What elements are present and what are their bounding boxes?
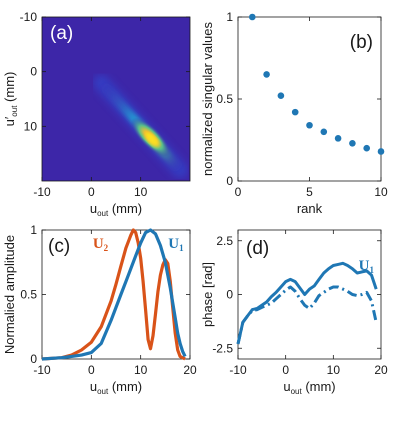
x-tick-label: 20: [183, 363, 197, 377]
panel-d-axes: -10 0 10 20 -2.5 0 2.5: [212, 229, 388, 377]
series-line-u1: [41, 228, 187, 361]
singular-value-point: [334, 135, 342, 142]
y-tick-label: 2.5: [216, 234, 233, 248]
y-tick-label: 0.5: [216, 92, 233, 106]
phase-line-u1: [236, 261, 378, 345]
singular-value-point: [277, 92, 285, 100]
singular-value-point: [306, 121, 313, 129]
panel-label-b: (b): [350, 32, 373, 53]
x-tick-label: -10: [33, 185, 51, 199]
x-tick-label: 5: [306, 185, 313, 199]
y-tick-label: -10: [20, 10, 38, 24]
x-tick-label: -10: [229, 363, 247, 377]
x-tick-label: 10: [327, 363, 341, 377]
y-axis-label: u′out (mm): [2, 72, 19, 127]
panel-label-a: (a): [50, 23, 73, 44]
y-tick-label: 0: [30, 65, 37, 79]
y-tick-label: 1: [226, 10, 233, 24]
singular-value-point: [249, 13, 256, 21]
x-tick-label: 0: [88, 185, 95, 199]
y-tick-label: 1: [30, 223, 37, 237]
y-tick-label: 10: [24, 119, 38, 133]
y-axis-label: normalized singular values: [200, 22, 215, 176]
series-label-u1-phase: U1: [359, 258, 375, 275]
x-tick-label: 0: [235, 185, 242, 199]
panel-label-c: (c): [48, 236, 70, 257]
singular-value-point: [320, 128, 328, 136]
scatter-points: [249, 13, 385, 155]
singular-value-point: [349, 139, 356, 147]
panel-b-axes: 0 5 10 0 0.5 1: [216, 10, 388, 199]
x-tick-label: 0: [282, 363, 289, 377]
series-label-u1: U1: [168, 236, 184, 253]
x-tick-label: 10: [374, 185, 388, 199]
singular-value-point: [363, 144, 371, 152]
y-tick-label: -2.5: [212, 341, 233, 355]
x-tick-label: 0: [88, 363, 95, 377]
panel-a-frame: [41, 16, 191, 182]
x-axis-label: uout (mm): [283, 379, 335, 396]
y-tick-label: 0: [226, 174, 233, 188]
x-tick-label: -10: [33, 363, 51, 377]
x-axis-label: uout (mm): [90, 379, 142, 396]
y-tick-label: 0.5: [20, 288, 37, 302]
panel-label-d: (d): [246, 238, 269, 259]
x-axis-label: rank: [297, 201, 323, 216]
heatmap-peak-core: [146, 133, 159, 147]
series-label-u2: U2: [93, 236, 109, 253]
singular-value-point: [263, 71, 270, 78]
y-tick-label: 0: [30, 352, 37, 366]
x-axis-label: uout (mm): [90, 201, 142, 218]
singular-value-point: [291, 108, 299, 116]
x-tick-label: 20: [374, 363, 388, 377]
heatmap-image: [42, 17, 190, 181]
phase-line-dashdot: [236, 285, 378, 345]
x-tick-label: 10: [134, 363, 148, 377]
panel-a-axes: -10 0 10 -10 0 10: [20, 10, 191, 199]
y-tick-label: 0: [226, 288, 233, 302]
y-axis-label: Normalied amplitude: [2, 235, 17, 354]
singular-value-point: [377, 148, 385, 155]
y-axis-label: phase [rad]: [200, 262, 215, 327]
x-tick-label: 10: [134, 185, 148, 199]
